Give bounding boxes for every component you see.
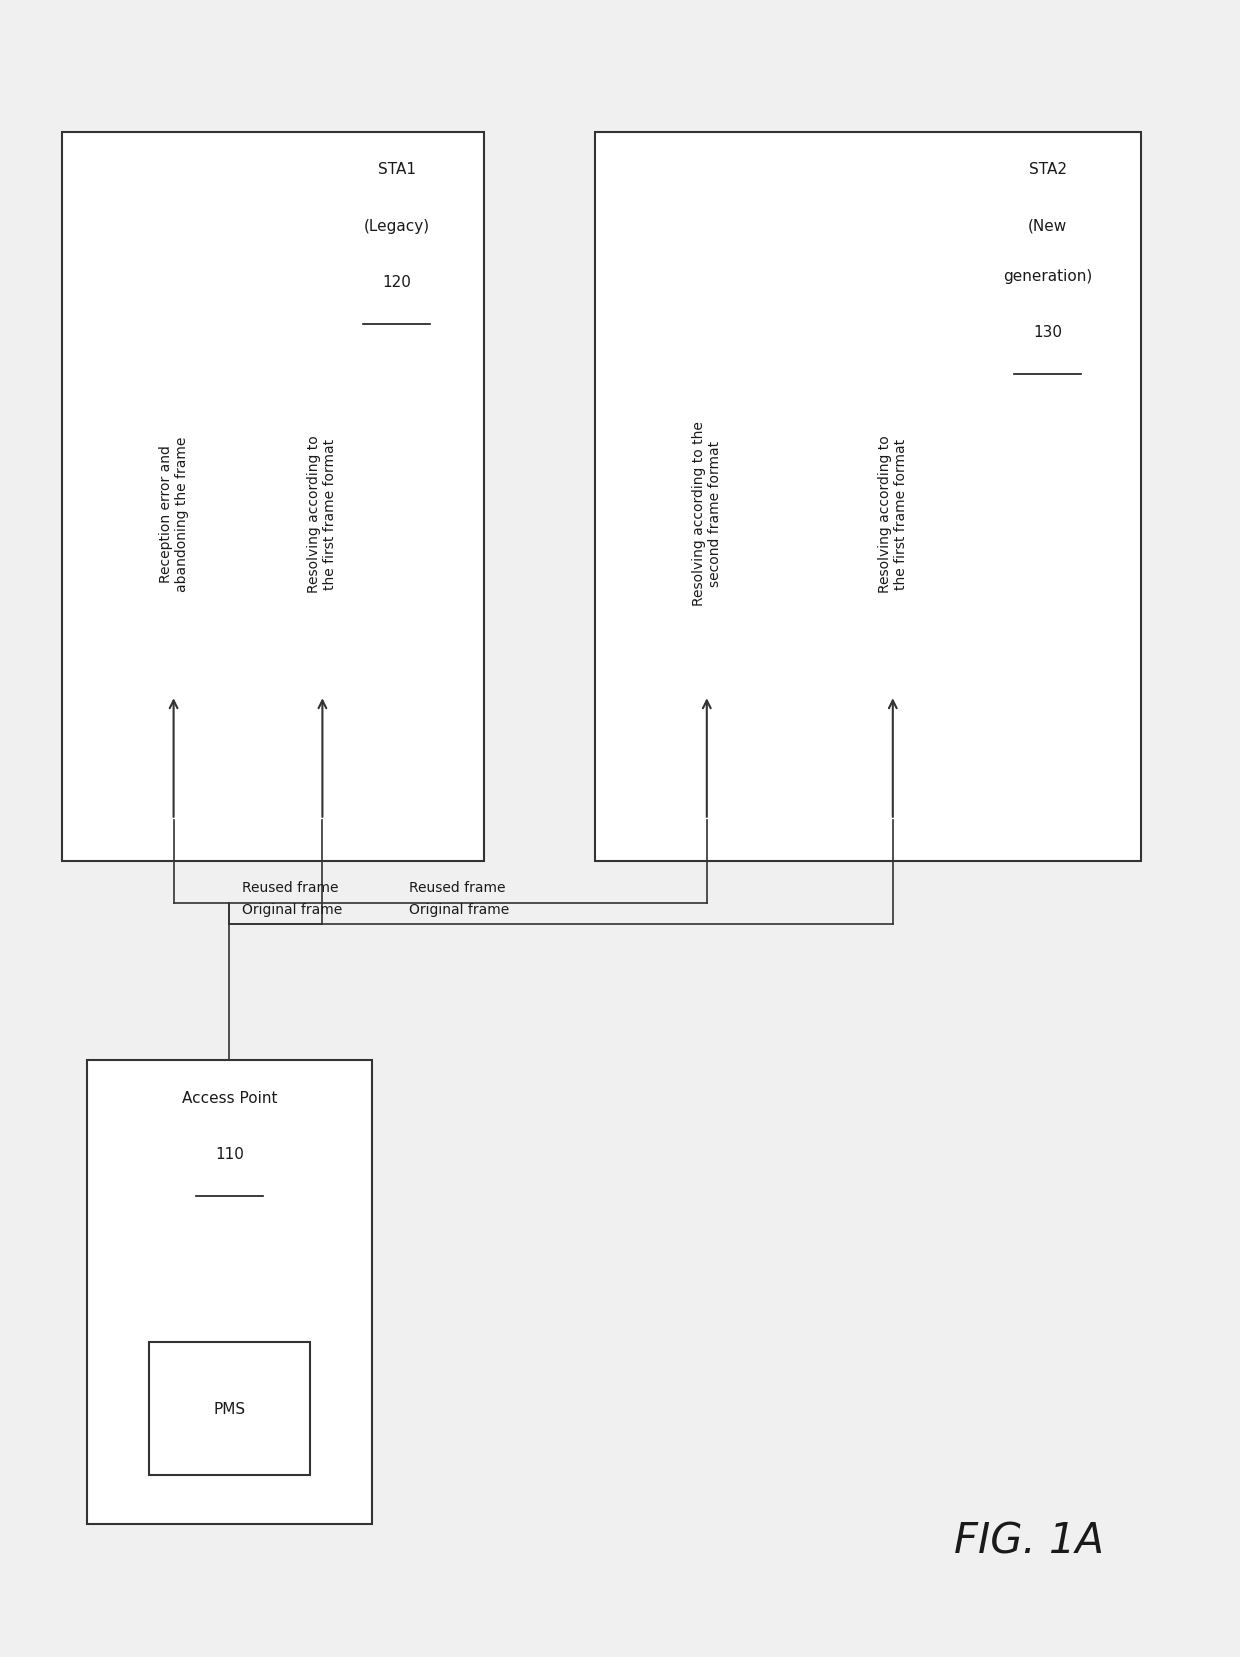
Text: Resolving according to
the first frame format: Resolving according to the first frame f… [878, 434, 908, 593]
Text: 110: 110 [215, 1147, 244, 1162]
Text: Access Point: Access Point [181, 1090, 278, 1105]
Bar [595, 133, 1141, 862]
Text: Reused frame: Reused frame [409, 882, 506, 895]
Text: PMS: PMS [213, 1400, 246, 1417]
Text: Resolving according to the
second frame format: Resolving according to the second frame … [692, 421, 722, 606]
Text: FIG. 1A: FIG. 1A [955, 1519, 1104, 1563]
Bar [87, 1060, 372, 1524]
Text: 130: 130 [1033, 325, 1063, 340]
Text: Original frame: Original frame [242, 903, 342, 916]
Text: 120: 120 [382, 275, 412, 290]
Text: Reused frame: Reused frame [242, 882, 339, 895]
Bar [149, 1342, 310, 1475]
Text: Original frame: Original frame [409, 903, 510, 916]
Text: STA1: STA1 [378, 162, 415, 177]
Text: Reception error and
abandoning the frame: Reception error and abandoning the frame [159, 436, 188, 592]
Text: (New: (New [1028, 219, 1068, 234]
Text: STA2: STA2 [1029, 162, 1066, 177]
Text: Resolving according to
the first frame format: Resolving according to the first frame f… [308, 434, 337, 593]
Text: generation): generation) [1003, 268, 1092, 283]
Bar [62, 133, 484, 862]
Text: (Legacy): (Legacy) [363, 219, 430, 234]
